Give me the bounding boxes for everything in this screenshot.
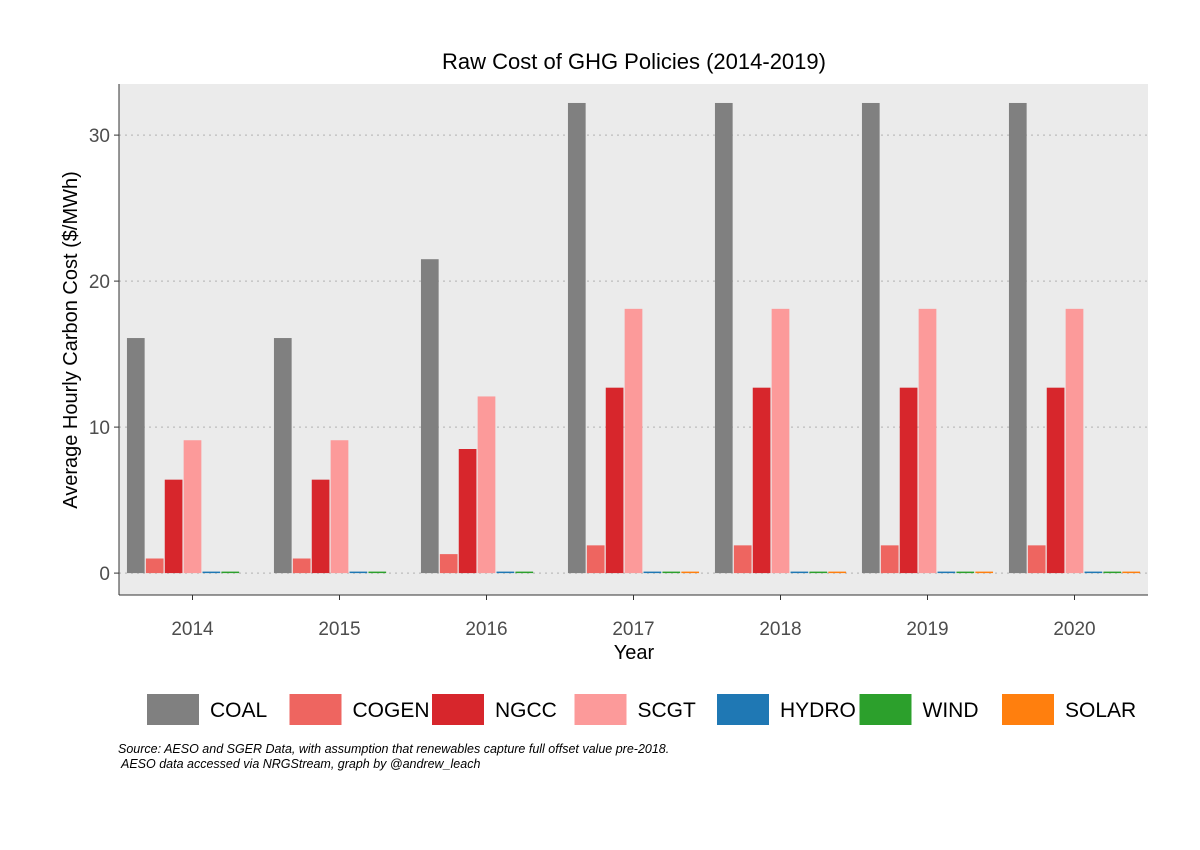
bar-coal-2015	[273, 338, 292, 574]
bar-cogen-2018	[733, 545, 752, 574]
x-tick-label: 2017	[612, 619, 654, 640]
x-tick-label: 2015	[318, 619, 360, 640]
bar-scgt-2019	[918, 308, 937, 574]
legend-item-scgt: SCGT	[574, 694, 697, 725]
bar-wind-2020	[1103, 571, 1122, 574]
bar-scgt-2020	[1065, 308, 1084, 574]
bar-cogen-2017	[586, 545, 605, 574]
bar-coal-2016	[420, 259, 439, 574]
bar-ngcc-2015	[311, 479, 330, 574]
bar-coal-2017	[567, 102, 586, 574]
bar-solar-2017	[681, 571, 700, 574]
bar-solar-2018	[828, 571, 847, 574]
bar-hydro-2017	[643, 571, 662, 574]
legend-label: WIND	[923, 699, 979, 722]
bar-hydro-2019	[937, 571, 956, 574]
legend-label: NGCC	[495, 699, 557, 722]
bars-layer	[126, 102, 1141, 574]
x-tick-label: 2016	[465, 619, 507, 640]
bar-scgt-2016	[477, 396, 496, 574]
bar-cogen-2016	[439, 554, 458, 574]
bar-solar-2019	[975, 571, 994, 574]
bar-scgt-2014	[183, 440, 202, 574]
legend-label: SCGT	[638, 699, 697, 722]
bar-cogen-2014	[145, 558, 164, 574]
legend-label: HYDRO	[780, 699, 856, 722]
bar-cogen-2019	[880, 545, 899, 574]
bar-scgt-2018	[771, 308, 790, 574]
bar-scgt-2017	[624, 308, 643, 574]
legend-swatch	[432, 694, 484, 725]
bar-ngcc-2014	[164, 479, 183, 574]
legend-swatch	[859, 694, 912, 725]
y-tick-label: 10	[89, 418, 110, 439]
bar-coal-2020	[1008, 102, 1027, 574]
bar-wind-2018	[809, 571, 828, 574]
axes-layer: 0 10 20 30 2014 2015 2016 2017 2018 2019 2020	[89, 84, 1148, 640]
bar-coal-2018	[714, 102, 733, 574]
bar-hydro-2014	[202, 571, 221, 574]
caption: Source: AESO and SGER Data, with assumpt…	[118, 742, 670, 771]
x-tick-label: 2018	[759, 619, 801, 640]
chart-title: Raw Cost of GHG Policies (2014-2019)	[442, 49, 826, 74]
bar-hydro-2018	[790, 571, 809, 574]
bar-hydro-2020	[1084, 571, 1103, 574]
bar-ngcc-2017	[605, 387, 624, 574]
bar-cogen-2020	[1027, 545, 1046, 574]
bar-scgt-2015	[330, 440, 349, 574]
bar-ngcc-2019	[899, 387, 918, 574]
legend-item-cogen: COGEN	[289, 694, 430, 725]
legend-swatch	[1002, 694, 1054, 725]
legend-swatch	[147, 694, 199, 725]
x-tick-label: 2019	[906, 619, 948, 640]
bar-hydro-2016	[496, 571, 515, 574]
bar-wind-2015	[368, 571, 387, 574]
y-tick-label: 20	[89, 272, 110, 293]
bar-wind-2016	[515, 571, 534, 574]
bar-ngcc-2016	[458, 449, 477, 574]
legend-label: COGEN	[353, 699, 430, 722]
y-tick-label: 30	[89, 126, 110, 147]
legend-item-solar: SOLAR	[1002, 694, 1136, 725]
bar-wind-2019	[956, 571, 975, 574]
x-axis-label: Year	[614, 642, 655, 664]
bar-wind-2017	[662, 571, 681, 574]
x-tick-label: 2020	[1053, 619, 1095, 640]
bar-ngcc-2018	[752, 387, 771, 574]
bar-coal-2019	[861, 102, 880, 574]
x-tick-label: 2014	[171, 619, 214, 640]
legend-label: SOLAR	[1065, 699, 1136, 722]
legend-item-coal: COAL	[147, 694, 267, 725]
y-axis-label: Average Hourly Carbon Cost ($/MWh)	[60, 171, 82, 509]
legend-label: COAL	[210, 699, 267, 722]
legend-item-hydro: HYDRO	[717, 694, 856, 725]
y-tick-label: 0	[99, 564, 110, 585]
legend-swatch	[574, 694, 627, 725]
bar-ngcc-2020	[1046, 387, 1065, 574]
bar-cogen-2015	[292, 558, 311, 574]
bar-coal-2014	[126, 338, 145, 574]
chart-svg: Raw Cost of GHG Policies (2014-2019) 0 10…	[60, 49, 1148, 725]
legend-item-wind: WIND	[859, 694, 979, 725]
legend-item-ngcc: NGCC	[432, 694, 557, 725]
legend-swatch	[289, 694, 342, 725]
bar-wind-2014	[221, 571, 240, 574]
bar-solar-2020	[1122, 571, 1141, 574]
legend: COAL COGEN NGCC SCGT HYDRO WIND SOLAR	[147, 694, 1136, 725]
bar-hydro-2015	[349, 571, 368, 574]
legend-swatch	[717, 694, 769, 725]
